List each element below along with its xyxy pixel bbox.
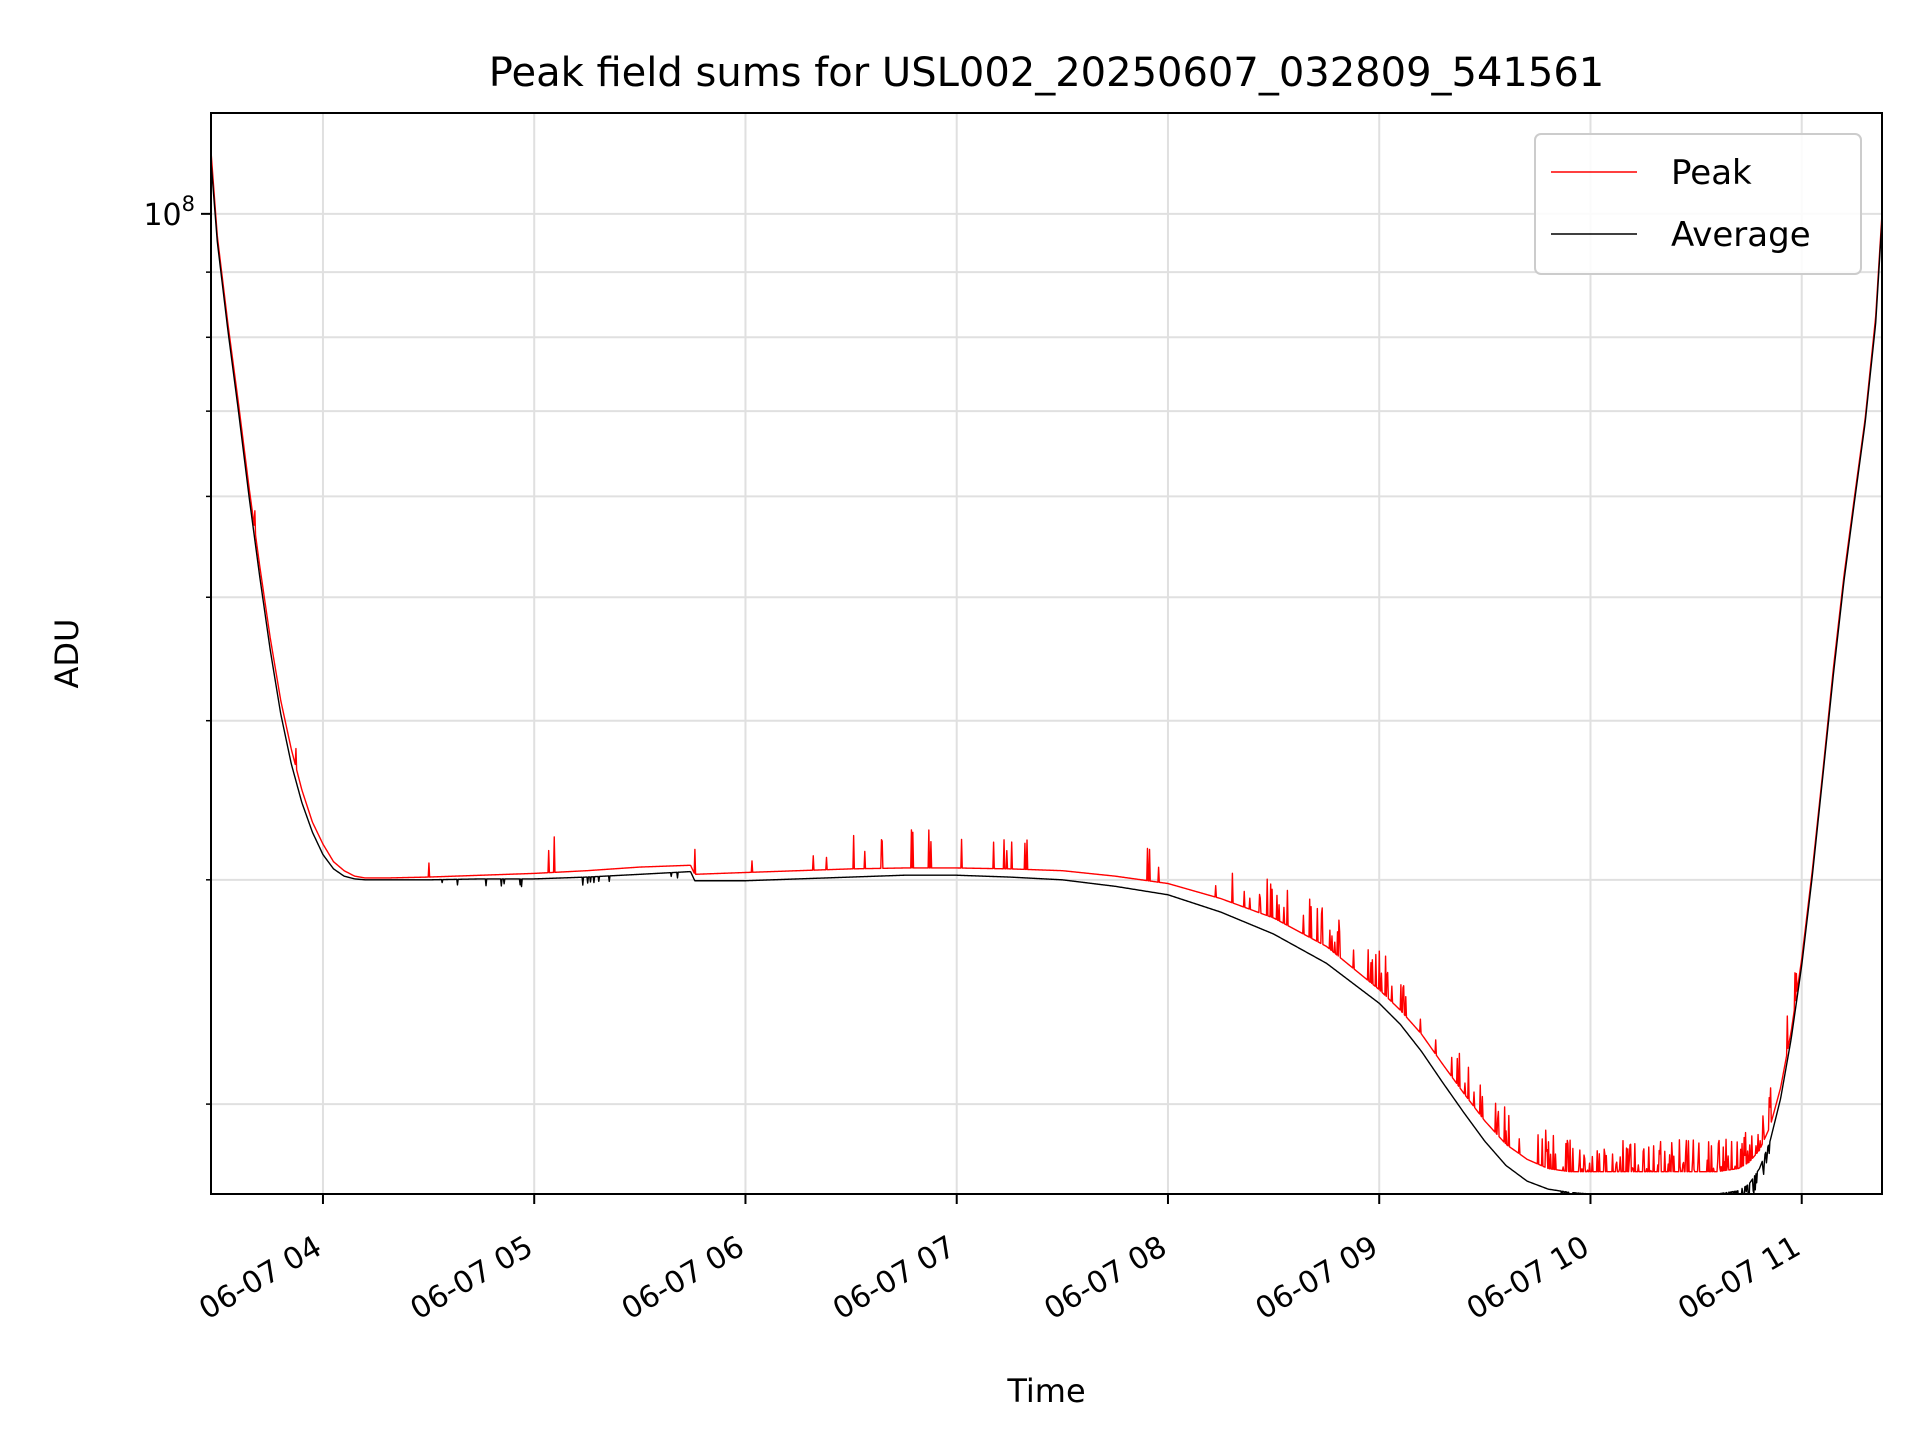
- chart-title: Peak field sums for USL002_20250607_0328…: [489, 50, 1604, 96]
- y-tick-label: 108: [143, 192, 195, 233]
- average-series-line: [211, 161, 1882, 1194]
- legend-average-label: Average: [1671, 215, 1811, 255]
- peak-series-line: [211, 151, 1882, 1173]
- plot-layer: [211, 151, 1882, 1194]
- legend-box: [1534, 133, 1862, 275]
- plot-frame: [210, 112, 1883, 1195]
- legend: Peak Average: [1534, 133, 1862, 275]
- legend-peak-label: Peak: [1671, 153, 1752, 193]
- y-axis-label: ADU: [48, 619, 86, 689]
- grid-layer: [211, 113, 1882, 1194]
- x-axis-label: Time: [1006, 1372, 1085, 1410]
- series-layer: [211, 151, 1882, 1194]
